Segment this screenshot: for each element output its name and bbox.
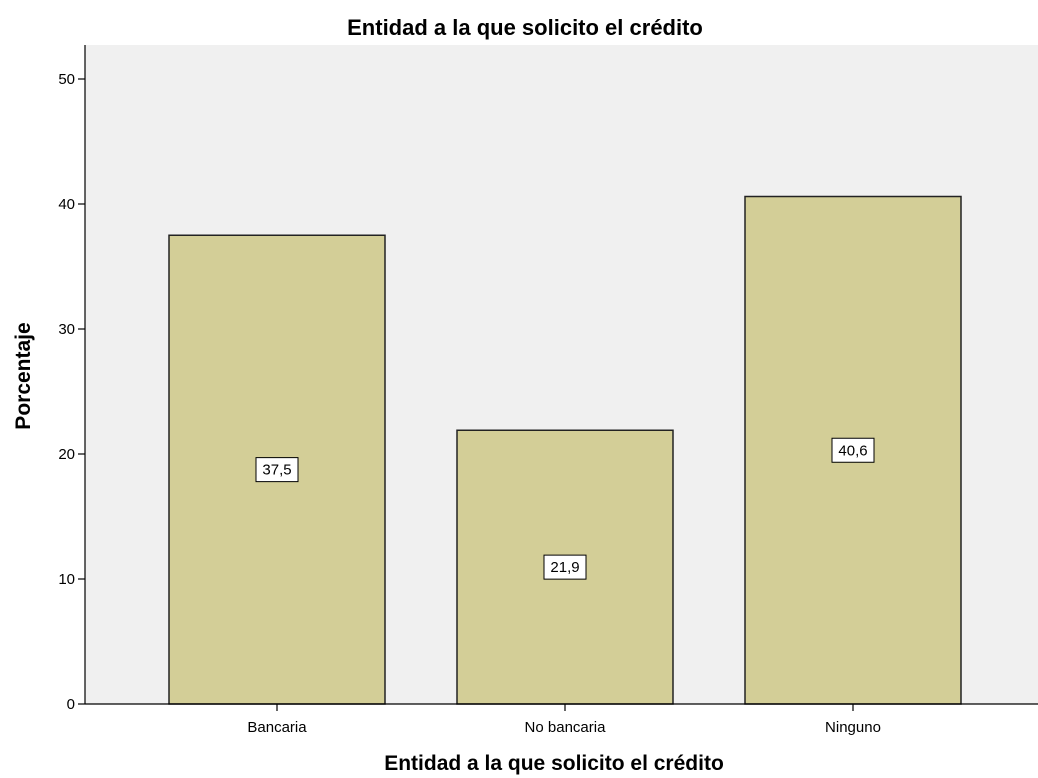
data-label-box bbox=[255, 457, 299, 483]
data-label-box bbox=[543, 554, 587, 580]
data-label: 21,9 bbox=[550, 559, 579, 576]
chart-title: Entidad a la que solicito el crédito bbox=[347, 15, 703, 40]
x-axis-label: Entidad a la que solicito el crédito bbox=[384, 752, 724, 775]
x-tick-label: No bancaria bbox=[525, 719, 607, 736]
y-tick-label: 50 bbox=[58, 71, 75, 88]
y-axis-label: Porcentaje bbox=[12, 322, 35, 429]
y-tick-label: 0 bbox=[67, 696, 75, 713]
y-tick-label: 20 bbox=[58, 446, 75, 463]
data-label-box bbox=[831, 437, 875, 463]
chart-marks: 37,5 21,9 40,6 bbox=[168, 195, 962, 705]
chart-axes: 0 10 20 30 40 50 Bancaria No bancaria Ninguno bbox=[58, 45, 1038, 736]
y-tick-label: 30 bbox=[58, 321, 75, 338]
x-tick-label: Ninguno bbox=[825, 719, 881, 736]
data-label: 37,5 bbox=[262, 462, 291, 479]
y-tick-label: 10 bbox=[58, 571, 75, 588]
x-tick-label: Bancaria bbox=[247, 719, 307, 736]
data-label: 40,6 bbox=[838, 442, 867, 459]
y-tick-label: 40 bbox=[58, 196, 75, 213]
